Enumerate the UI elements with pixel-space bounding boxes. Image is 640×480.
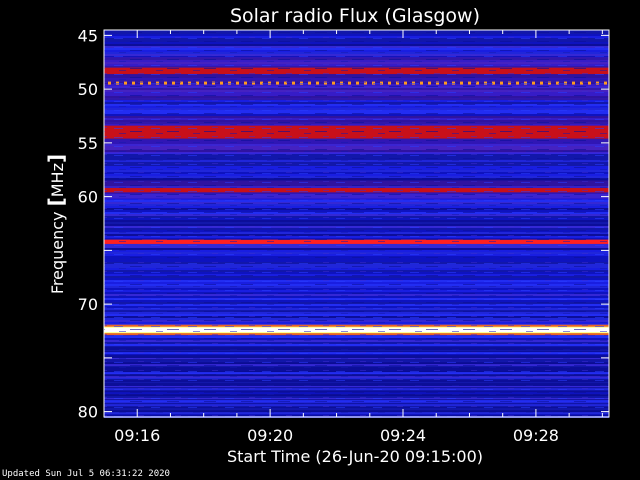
x-tick-label: 09:16 xyxy=(114,426,160,445)
y-tick-label: 55 xyxy=(78,134,98,153)
y-tick-label: 80 xyxy=(78,403,98,422)
y-axis-label: Frequency [MHz] xyxy=(44,154,68,294)
chart-title: Solar radio Flux (Glasgow) xyxy=(230,5,480,27)
y-tick-label: 60 xyxy=(78,188,98,207)
y-axis-label-text: Frequency xyxy=(48,206,67,294)
x-tick-label: 09:24 xyxy=(380,426,426,445)
plot-area xyxy=(103,29,610,418)
update-timestamp: Updated Sun Jul 5 06:31:22 2020 xyxy=(2,469,170,479)
y-tick-label: 45 xyxy=(78,26,98,45)
x-axis: 09:16 09:20 09:24 09:28 xyxy=(103,30,603,445)
x-axis-label: Start Time (26-Jun-20 09:15:00) xyxy=(227,447,483,466)
y-tick-label: 70 xyxy=(78,295,98,314)
x-tick-label: 09:28 xyxy=(513,426,559,445)
y-axis-label-bracket-open: [ xyxy=(44,197,68,206)
y-axis: 45 50 55 60 70 80 xyxy=(78,26,609,422)
y-axis-label-unit: MHz xyxy=(48,163,67,197)
noise-texture xyxy=(104,30,609,417)
y-tick-label: 50 xyxy=(78,80,98,99)
x-tick-label: 09:20 xyxy=(247,426,293,445)
y-axis-label-bracket-close: ] xyxy=(44,154,68,163)
plot-frame xyxy=(103,29,610,418)
